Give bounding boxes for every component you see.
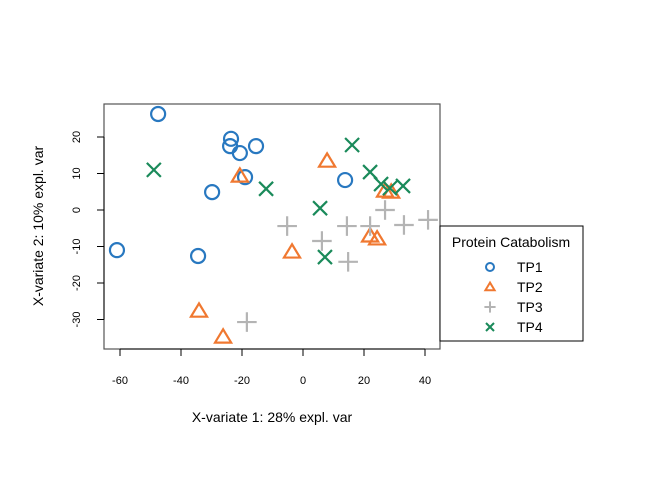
- legend-item-tp2: TP2: [483, 279, 543, 295]
- plot-area: [108, 105, 438, 344]
- legend-marker-x-icon: [485, 322, 495, 332]
- legend: Protein Catabolism TP1 TP2 TP3 TP4: [439, 225, 584, 342]
- point-tp2: [213, 327, 234, 344]
- point-tp1: [204, 184, 221, 201]
- y-tick-label: 20: [71, 131, 83, 143]
- point-tp2: [229, 166, 250, 183]
- y-axis: -30 -20 -10 0 10 20: [71, 131, 105, 328]
- x-axis-title: X-variate 1: 28% expl. var: [192, 409, 353, 425]
- y-tick-label: -10: [71, 239, 83, 255]
- legend-title: Protein Catabolism: [452, 234, 570, 250]
- point-tp3: [337, 216, 357, 236]
- point-tp2: [367, 228, 388, 246]
- point-tp3: [237, 312, 257, 332]
- series-tp1: [108, 105, 354, 265]
- point-tp2: [282, 242, 303, 259]
- point-tp3: [418, 210, 438, 230]
- series-tp3: [237, 200, 438, 332]
- point-tp2: [317, 151, 338, 168]
- x-tick-label: 0: [300, 375, 306, 387]
- point-tp4: [146, 162, 162, 178]
- point-tp4: [382, 180, 398, 196]
- point-tp1: [150, 105, 167, 123]
- legend-box: [439, 225, 584, 342]
- point-tp3: [394, 215, 414, 235]
- x-axis: -60 -40 -20 0 20 40: [112, 348, 431, 387]
- y-tick-label: 0: [71, 207, 83, 213]
- point-tp3: [375, 200, 395, 220]
- legend-item-tp4: TP4: [485, 319, 543, 335]
- point-tp1: [236, 169, 254, 186]
- series-tp2: [188, 151, 402, 344]
- legend-marker-triangle-icon: [483, 280, 497, 292]
- x-tick-label: 40: [419, 375, 431, 387]
- legend-label: TP2: [517, 279, 543, 295]
- point-tp4: [258, 181, 274, 197]
- legend-label: TP4: [517, 319, 543, 335]
- legend-label: TP3: [517, 299, 543, 315]
- legend-marker-circle-icon: [485, 262, 495, 272]
- x-tick-label: -20: [234, 375, 250, 387]
- point-tp3: [312, 231, 332, 251]
- y-tick-label: -20: [71, 275, 83, 291]
- x-tick-label: -40: [173, 375, 189, 387]
- point-tp4: [373, 176, 389, 192]
- point-tp1: [108, 242, 126, 259]
- point-tp3: [338, 252, 358, 272]
- point-tp1: [247, 138, 265, 155]
- point-tp1: [336, 171, 354, 189]
- legend-marker-plus-icon: [484, 301, 496, 313]
- point-tp3: [360, 216, 380, 236]
- point-tp4: [312, 200, 328, 216]
- x-tick-label: 20: [358, 375, 370, 387]
- point-tp4: [344, 137, 360, 153]
- legend-label: TP1: [517, 259, 543, 275]
- point-tp1: [222, 130, 240, 147]
- series-tp4: [146, 137, 411, 265]
- y-tick-label: -30: [71, 312, 83, 328]
- point-tp1: [231, 144, 248, 162]
- legend-item-tp3: TP3: [484, 299, 543, 315]
- point-tp4: [395, 178, 411, 194]
- point-tp3: [277, 216, 297, 236]
- y-tick-label: 10: [71, 167, 83, 179]
- point-tp4: [317, 249, 333, 265]
- plot-frame: [103, 103, 441, 350]
- y-axis-title: X-variate 2: 10% expl. var: [30, 146, 46, 307]
- point-tp2: [188, 301, 209, 318]
- point-tp1: [189, 247, 207, 265]
- x-tick-label: -60: [112, 375, 128, 387]
- legend-item-tp1: TP1: [485, 259, 543, 275]
